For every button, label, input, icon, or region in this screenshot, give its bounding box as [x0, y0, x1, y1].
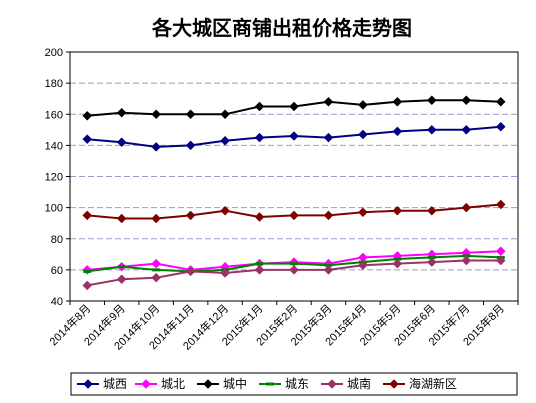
data-point [426, 257, 437, 267]
data-point [116, 137, 127, 148]
data-point [151, 142, 162, 152]
legend-item-海湖新区: 海湖新区 [383, 376, 457, 391]
data-point [220, 135, 230, 146]
y-tick-label: 60 [51, 265, 63, 277]
data-point [495, 96, 506, 107]
y-tick-label: 40 [51, 296, 63, 308]
data-point [289, 210, 299, 221]
axes: 4060801001201401601802002014年8月2014年9月20… [45, 47, 519, 353]
data-point [151, 213, 162, 224]
data-point [83, 379, 93, 389]
data-point [151, 109, 162, 120]
series-城南 [82, 255, 506, 291]
data-point [461, 95, 472, 106]
data-point [323, 210, 334, 221]
data-point [358, 100, 368, 110]
series-海湖新区 [82, 199, 506, 224]
legend-item-城西: 城西 [77, 377, 127, 391]
data-point [116, 213, 127, 224]
grid [70, 82, 518, 271]
data-point [220, 109, 230, 120]
data-point [289, 265, 299, 275]
data-point [392, 96, 403, 107]
data-point [461, 255, 472, 266]
data-point [358, 129, 368, 140]
data-point [323, 265, 334, 275]
data-point [255, 262, 264, 266]
data-point [495, 199, 506, 210]
data-point [392, 258, 403, 269]
data-point [83, 269, 92, 273]
data-point [426, 95, 437, 106]
legend-item-城东: 城东 [259, 377, 309, 391]
data-point [461, 202, 472, 213]
data-point [254, 132, 265, 143]
series-城北 [82, 246, 506, 275]
data-point [323, 96, 334, 107]
data-point [220, 205, 230, 216]
data-point [185, 266, 196, 277]
legend-label: 城西 [103, 377, 127, 391]
y-tick-label: 100 [45, 203, 63, 215]
data-point [82, 134, 93, 145]
data-point [290, 262, 298, 266]
data-point [495, 121, 506, 132]
legend-label: 城东 [285, 377, 309, 391]
series-城中 [82, 95, 506, 121]
y-tick-label: 180 [45, 78, 63, 90]
data-point [151, 258, 162, 269]
data-point [289, 101, 299, 112]
y-tick-label: 140 [45, 140, 63, 152]
y-tick-label: 160 [45, 109, 63, 121]
legend-item-城北: 城北 [135, 377, 185, 391]
data-point [327, 379, 337, 389]
y-tick-label: 200 [45, 47, 63, 59]
data-point [82, 280, 93, 291]
legend-label: 城中 [223, 376, 247, 391]
data-point [495, 255, 506, 266]
legend-label: 海湖新区 [409, 376, 457, 391]
legend-item-城南: 城南 [321, 376, 371, 391]
data-point [152, 268, 161, 272]
legend-item-城中: 城中 [197, 376, 247, 391]
data-point [461, 124, 472, 135]
y-tick-label: 120 [45, 172, 63, 184]
data-point [82, 210, 93, 221]
data-point [358, 260, 368, 271]
data-point [116, 107, 127, 118]
data-point [358, 207, 368, 218]
data-point [389, 379, 399, 389]
y-tick-label: 80 [51, 234, 63, 246]
data-point [426, 205, 437, 216]
series-城西 [82, 121, 506, 152]
data-point [220, 268, 230, 278]
data-point [151, 272, 162, 283]
data-point [141, 379, 151, 389]
legend-label: 城北 [161, 377, 185, 391]
data-point [254, 265, 265, 275]
legend-label: 城南 [347, 376, 371, 391]
series-layer [82, 95, 506, 291]
data-point [185, 210, 196, 221]
data-point [116, 274, 127, 285]
data-point [82, 110, 93, 121]
data-point [254, 212, 265, 222]
data-point [323, 132, 334, 143]
data-point [392, 126, 403, 137]
legend-box [70, 372, 518, 396]
data-point [426, 124, 437, 135]
legend: 城西 城北 城中 城东 城南 海湖新区 [70, 372, 518, 396]
data-point [254, 101, 265, 112]
data-point [82, 265, 93, 275]
data-point [117, 265, 126, 269]
data-point [203, 379, 213, 389]
data-point [392, 205, 403, 216]
data-point [289, 131, 299, 141]
data-point [266, 382, 274, 386]
data-point [185, 109, 196, 120]
data-point [495, 246, 506, 257]
chart-title: 各大城区商铺出租价格走势图 [151, 16, 412, 40]
data-point [185, 140, 196, 151]
